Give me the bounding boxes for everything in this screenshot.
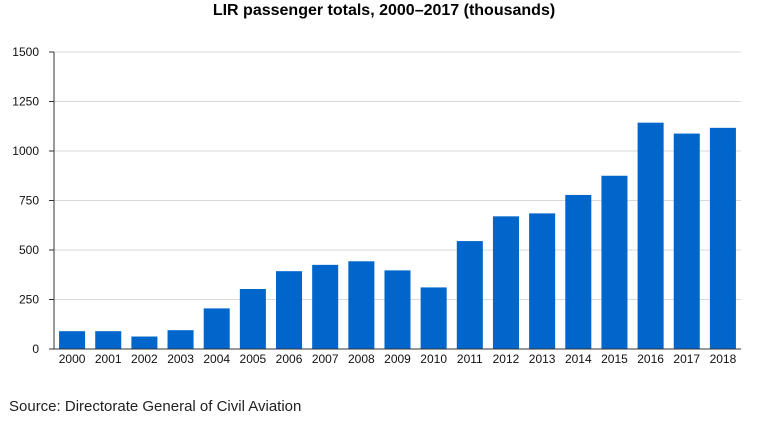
y-tick-label: 750 [19, 194, 39, 208]
x-tick-label: 2012 [493, 352, 520, 366]
bar-2018 [709, 127, 736, 349]
bar-2002 [131, 336, 158, 349]
x-tick-label: 2009 [384, 352, 411, 366]
x-tick-label: 2005 [240, 352, 267, 366]
y-tick-label: 1000 [12, 144, 39, 158]
bar-2007 [312, 264, 339, 349]
x-tick-label: 2004 [203, 352, 230, 366]
x-tick-label: 2001 [95, 352, 122, 366]
bar-2008 [348, 261, 375, 349]
bar-2016 [637, 122, 664, 349]
bar-2010 [420, 287, 447, 349]
y-tick-label: 0 [32, 342, 39, 356]
y-tick-label: 1500 [12, 45, 39, 59]
bar-2005 [239, 289, 266, 349]
y-tick-label: 250 [19, 293, 39, 307]
x-tick-label: 2010 [420, 352, 447, 366]
x-tick-label: 2015 [601, 352, 628, 366]
source-note: Source: Directorate General of Civil Avi… [9, 398, 302, 415]
x-tick-label: 2013 [529, 352, 556, 366]
x-tick-label: 2002 [131, 352, 158, 366]
axes: 0 250 500 750 1000 1250 1500 2000 2001 2002 2003 20… [12, 45, 741, 366]
x-tick-label: 2014 [565, 352, 592, 366]
bar-2004 [203, 308, 230, 349]
x-tick-label: 2017 [673, 352, 700, 366]
bar-2000 [59, 331, 86, 349]
x-tick-label: 2011 [457, 352, 483, 366]
bar-2017 [673, 133, 700, 349]
x-tick-label: 2016 [637, 352, 664, 366]
x-tick-label: 2000 [59, 352, 86, 366]
x-tick-label: 2018 [710, 352, 737, 366]
y-tick-label: 500 [19, 243, 39, 257]
chart-title: LIR passenger totals, 2000–2017 (thousan… [212, 2, 556, 19]
bar-2009 [384, 270, 411, 349]
bar-2015 [601, 175, 628, 349]
x-tick-label: 2007 [312, 352, 339, 366]
bar-2014 [565, 194, 592, 349]
bar-2013 [529, 213, 556, 349]
bar-2012 [492, 216, 519, 349]
x-tick-label: 2006 [276, 352, 303, 366]
bars [59, 122, 736, 349]
bar-2011 [456, 241, 483, 349]
x-tick-label: 2003 [167, 352, 194, 366]
y-tick-label: 1250 [12, 95, 39, 109]
bar-2006 [276, 271, 303, 349]
bar-2001 [95, 331, 122, 349]
bar-2003 [167, 330, 194, 349]
x-tick-label: 2008 [348, 352, 375, 366]
